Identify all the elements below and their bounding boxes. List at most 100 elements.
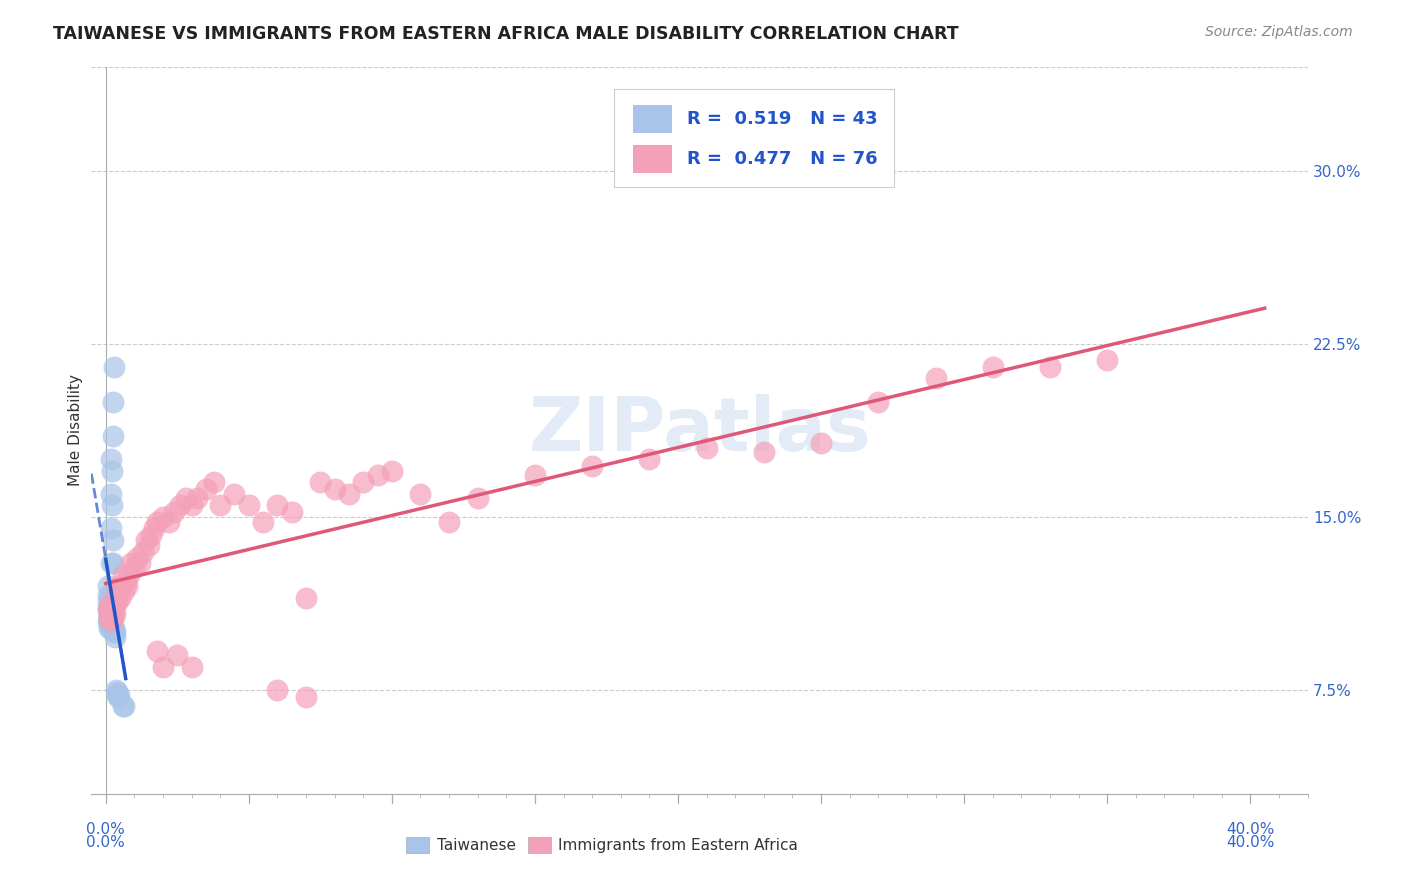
Point [101,602,124,616]
Point [1097,353,1119,368]
Point [352,475,374,490]
Point [115,579,138,593]
Point [97,588,120,602]
Point [98,607,121,621]
Point [105,595,128,609]
Point [180,499,202,513]
Point [98,605,121,619]
Point [107,688,129,702]
Point [696,441,718,455]
Point [101,607,124,621]
Point [98,618,121,632]
Point [97,579,120,593]
Point [280,505,302,519]
Text: R =  0.519   N = 43: R = 0.519 N = 43 [688,111,877,128]
Point [868,394,890,409]
Point [309,475,332,490]
Text: R =  0.477   N = 76: R = 0.477 N = 76 [688,150,877,169]
Point [101,464,124,478]
Point [98,621,121,635]
Point [100,452,122,467]
Point [97,602,120,616]
Point [103,359,125,374]
Text: TAIWANESE VS IMMIGRANTS FROM EASTERN AFRICA MALE DISABILITY CORRELATION CHART: TAIWANESE VS IMMIGRANTS FROM EASTERN AFR… [53,25,959,43]
Y-axis label: Male Disability: Male Disability [67,375,83,486]
Text: 40.0%: 40.0% [1226,836,1274,850]
Point [409,487,432,501]
Point [101,533,124,547]
Point [101,556,124,570]
Point [107,579,129,593]
Point [98,614,121,628]
Point [174,491,197,506]
Point [152,510,174,524]
Point [105,685,128,699]
Point [97,591,120,605]
Point [98,611,121,625]
Point [204,475,226,490]
Point [114,574,136,589]
Point [100,487,122,501]
Point [98,616,121,631]
Point [100,556,122,570]
Point [367,468,389,483]
Point [98,611,121,625]
Point [323,482,346,496]
Text: ZIPatlas: ZIPatlas [529,394,870,467]
Point [138,538,160,552]
Point [981,359,1004,374]
Point [337,487,360,501]
Point [98,616,121,631]
Point [104,683,127,698]
Point [97,607,120,621]
Point [141,528,163,542]
Point [110,579,132,593]
Point [112,699,135,714]
Point [103,598,125,612]
Point [252,515,274,529]
Point [169,499,191,513]
Legend: Taiwanese, Immigrants from Eastern Africa: Taiwanese, Immigrants from Eastern Afric… [399,830,804,859]
Point [295,690,318,704]
Point [163,505,186,519]
Point [1039,359,1062,374]
Point [146,644,169,658]
Point [124,560,146,574]
Point [295,591,318,605]
Point [97,602,120,616]
Point [194,482,217,496]
Point [132,544,155,558]
Point [101,499,124,513]
Point [810,436,832,450]
Point [266,499,288,513]
Point [437,515,460,529]
Point [143,521,166,535]
Point [97,595,120,609]
FancyBboxPatch shape [633,105,672,133]
Point [104,591,127,605]
Point [581,459,603,474]
Point [100,614,122,628]
Point [238,499,260,513]
Point [108,591,131,605]
Point [101,394,124,409]
Point [104,625,127,640]
Text: Source: ZipAtlas.com: Source: ZipAtlas.com [1205,25,1353,39]
Point [266,683,288,698]
Point [97,614,120,628]
Point [105,583,128,598]
FancyBboxPatch shape [633,145,672,173]
Point [97,602,120,616]
Point [98,609,121,624]
Point [97,598,120,612]
Point [97,607,120,621]
Point [752,445,775,459]
Point [146,515,169,529]
Point [129,556,152,570]
Point [103,625,125,640]
Point [224,487,246,501]
Point [166,648,188,663]
Text: 0.0%: 0.0% [86,822,125,837]
Point [104,607,127,621]
Point [104,630,127,644]
